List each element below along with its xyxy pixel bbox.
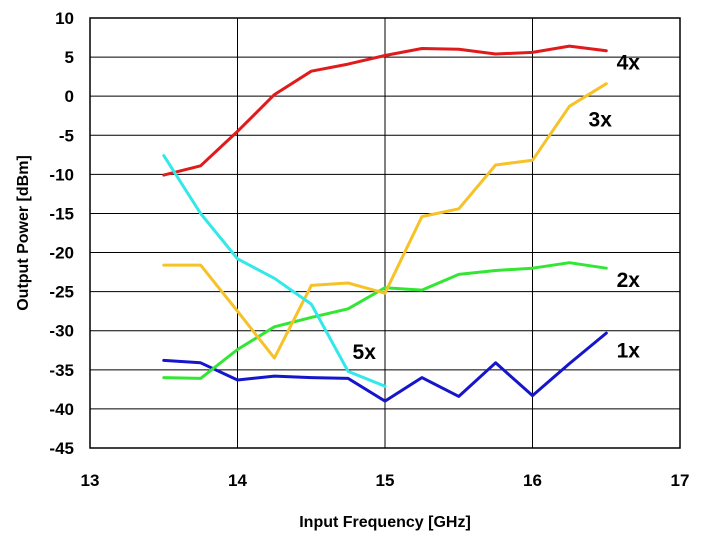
series-line-1x (162, 331, 608, 403)
x-tick-label: 15 (376, 471, 395, 490)
y-tick-label: -25 (49, 283, 74, 302)
plot-area-frame (89, 17, 681, 449)
series-label-4x: 4x (617, 52, 641, 75)
y-tick-label: -10 (49, 165, 74, 184)
series-labels: 1x 2x 3x 4x 5x (353, 52, 641, 364)
series-lines (162, 44, 608, 403)
y-tick-label: 10 (55, 9, 74, 28)
y-tick-label: -35 (49, 361, 74, 380)
x-axis-label: Input Frequency [GHz] (299, 514, 471, 531)
series-label-5x: 5x (353, 341, 377, 364)
series-line-5x (162, 154, 387, 388)
series-label-1x: 1x (617, 339, 641, 362)
y-tick-label: -40 (49, 400, 74, 419)
y-tick-label: -15 (49, 204, 74, 223)
x-tick-label: 16 (523, 471, 542, 490)
series-line-3x (162, 82, 608, 360)
series-line-2x (162, 261, 608, 380)
y-tick-label: 5 (65, 48, 74, 67)
x-tick-label: 14 (228, 471, 247, 490)
y-axis-ticks: 10 5 0 -5 -10 -15 -20 -25 -30 -35 -40 -45 (49, 9, 74, 458)
y-tick-label: -30 (49, 322, 74, 341)
x-axis-ticks: 13 14 15 16 17 (81, 471, 690, 490)
y-tick-label: -45 (49, 439, 74, 458)
series-label-2x: 2x (617, 269, 641, 292)
x-tick-label: 17 (671, 471, 690, 490)
y-tick-label: -20 (49, 244, 74, 263)
y-axis-label: Output Power [dBm] (15, 155, 32, 311)
y-tick-label: 0 (65, 87, 74, 106)
series-label-3x: 3x (589, 109, 613, 132)
y-tick-label: -5 (59, 126, 74, 145)
series-line-4x (162, 44, 608, 177)
x-tick-label: 13 (81, 471, 100, 490)
